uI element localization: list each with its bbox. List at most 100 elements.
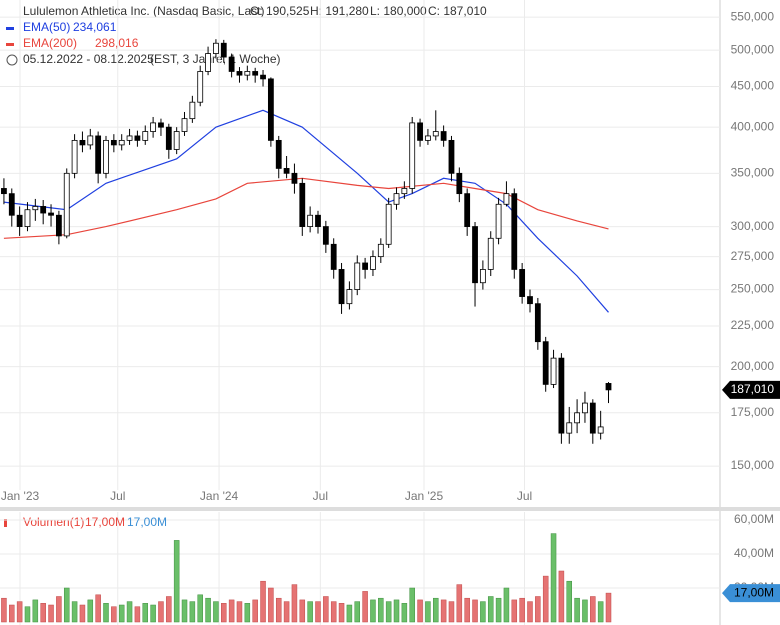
volume-bar (417, 599, 423, 623)
candle-body (322, 226, 329, 245)
candle-body (495, 203, 502, 239)
candle-body (432, 131, 439, 137)
candle-body (362, 262, 369, 270)
candle-body (40, 206, 47, 214)
ohlc-low: L: 180,000 (370, 4, 427, 18)
y-tick-label: 350,000 (731, 165, 775, 179)
volume-bar (448, 601, 455, 623)
volume-bar (527, 601, 533, 623)
volume-bar (542, 575, 549, 623)
y-tick-label: 60,00M (734, 512, 774, 526)
candle-body (103, 139, 109, 174)
volume-bar (354, 601, 361, 623)
volume-bar (393, 599, 400, 623)
x-tick-label: Jan '24 (200, 489, 239, 503)
panel-separator (0, 507, 780, 511)
volume-bar (150, 604, 156, 623)
volume-bar (590, 596, 596, 623)
candle-body (48, 212, 54, 216)
candle-body (472, 226, 478, 284)
candle-body (260, 74, 266, 80)
volume-bar (315, 601, 321, 623)
candle-body (79, 139, 86, 146)
volume-bar (166, 596, 172, 623)
legend-label: EMA(200) (23, 36, 77, 50)
volume-bar (95, 594, 101, 623)
volume-bar (535, 596, 541, 623)
volume-bar (401, 603, 408, 623)
candle-body (189, 101, 196, 120)
volume-bar (142, 603, 149, 623)
volume-bar (487, 596, 494, 623)
candle-body (511, 193, 518, 270)
volume-bar (558, 570, 565, 623)
candle-body (244, 71, 251, 76)
volume-bar (472, 599, 478, 623)
candle-body (299, 182, 306, 227)
candle-body (401, 188, 408, 195)
volume-bar (126, 601, 133, 623)
candle-body (409, 122, 416, 189)
candle-body (582, 402, 588, 414)
candle-body (110, 139, 117, 146)
volume-bar (283, 601, 290, 623)
candle-body (566, 422, 573, 434)
candle-body (425, 135, 431, 141)
volume-bar (323, 596, 329, 623)
candle-body (448, 139, 455, 174)
volume-bar (118, 604, 125, 623)
y-tick-label: 450,000 (731, 79, 775, 93)
y-tick-label: 150,000 (731, 458, 775, 472)
volume-bar (275, 597, 282, 623)
legend-value: 234,061 (73, 20, 117, 34)
volume-bar (597, 601, 604, 623)
volume-bar (464, 597, 470, 623)
candle-body (213, 42, 219, 54)
volume-bar (370, 599, 376, 623)
chart-title: Lululemon Athletica Inc. (Nasdaq Basic, … (23, 4, 264, 18)
candle-body (1, 188, 7, 195)
candle-body (519, 269, 526, 297)
volume-bar (71, 601, 78, 623)
volume-bar (244, 603, 251, 623)
y-tick-label: 175,000 (731, 405, 775, 419)
volume-bar (24, 606, 31, 623)
clock-icon (6, 54, 18, 66)
candle-body (87, 135, 94, 146)
candle-body (32, 206, 39, 211)
candle-body (338, 269, 345, 305)
candle-body (134, 135, 141, 141)
volume-bar (433, 597, 439, 623)
candle-body (377, 243, 384, 258)
ema-line (3, 109, 609, 313)
volume-bar (605, 592, 612, 623)
volume-legend: Volumen(1) (23, 515, 84, 529)
legend-swatch (6, 27, 14, 30)
candle-body (315, 214, 321, 227)
candle-body (370, 256, 376, 270)
candle-body (252, 71, 259, 76)
volume-bar (338, 603, 345, 623)
ema-line (3, 177, 609, 239)
candle-body (63, 172, 70, 237)
ohlc-close: C: 187,010 (428, 4, 487, 18)
candle-body (236, 71, 243, 76)
candle-body (527, 296, 533, 305)
volume-bar (79, 604, 86, 623)
volume-bar (456, 584, 463, 623)
volume-bar (385, 601, 392, 623)
candle-body (534, 303, 541, 343)
candle-body (550, 357, 557, 385)
candle-body (158, 122, 164, 128)
volume-bar (134, 606, 141, 623)
volume-bar (228, 599, 235, 623)
x-tick-label: Jul (517, 489, 532, 503)
volume-bar (346, 604, 353, 623)
legend-value: 298,016 (95, 36, 139, 50)
y-tick-label: 200,000 (731, 359, 775, 373)
ohlc-open: O: 190,525 (250, 4, 310, 18)
volume-bar (197, 594, 203, 623)
y-tick-label: 40,00M (734, 546, 774, 560)
candle-body (275, 139, 282, 169)
candle-body (307, 214, 314, 227)
